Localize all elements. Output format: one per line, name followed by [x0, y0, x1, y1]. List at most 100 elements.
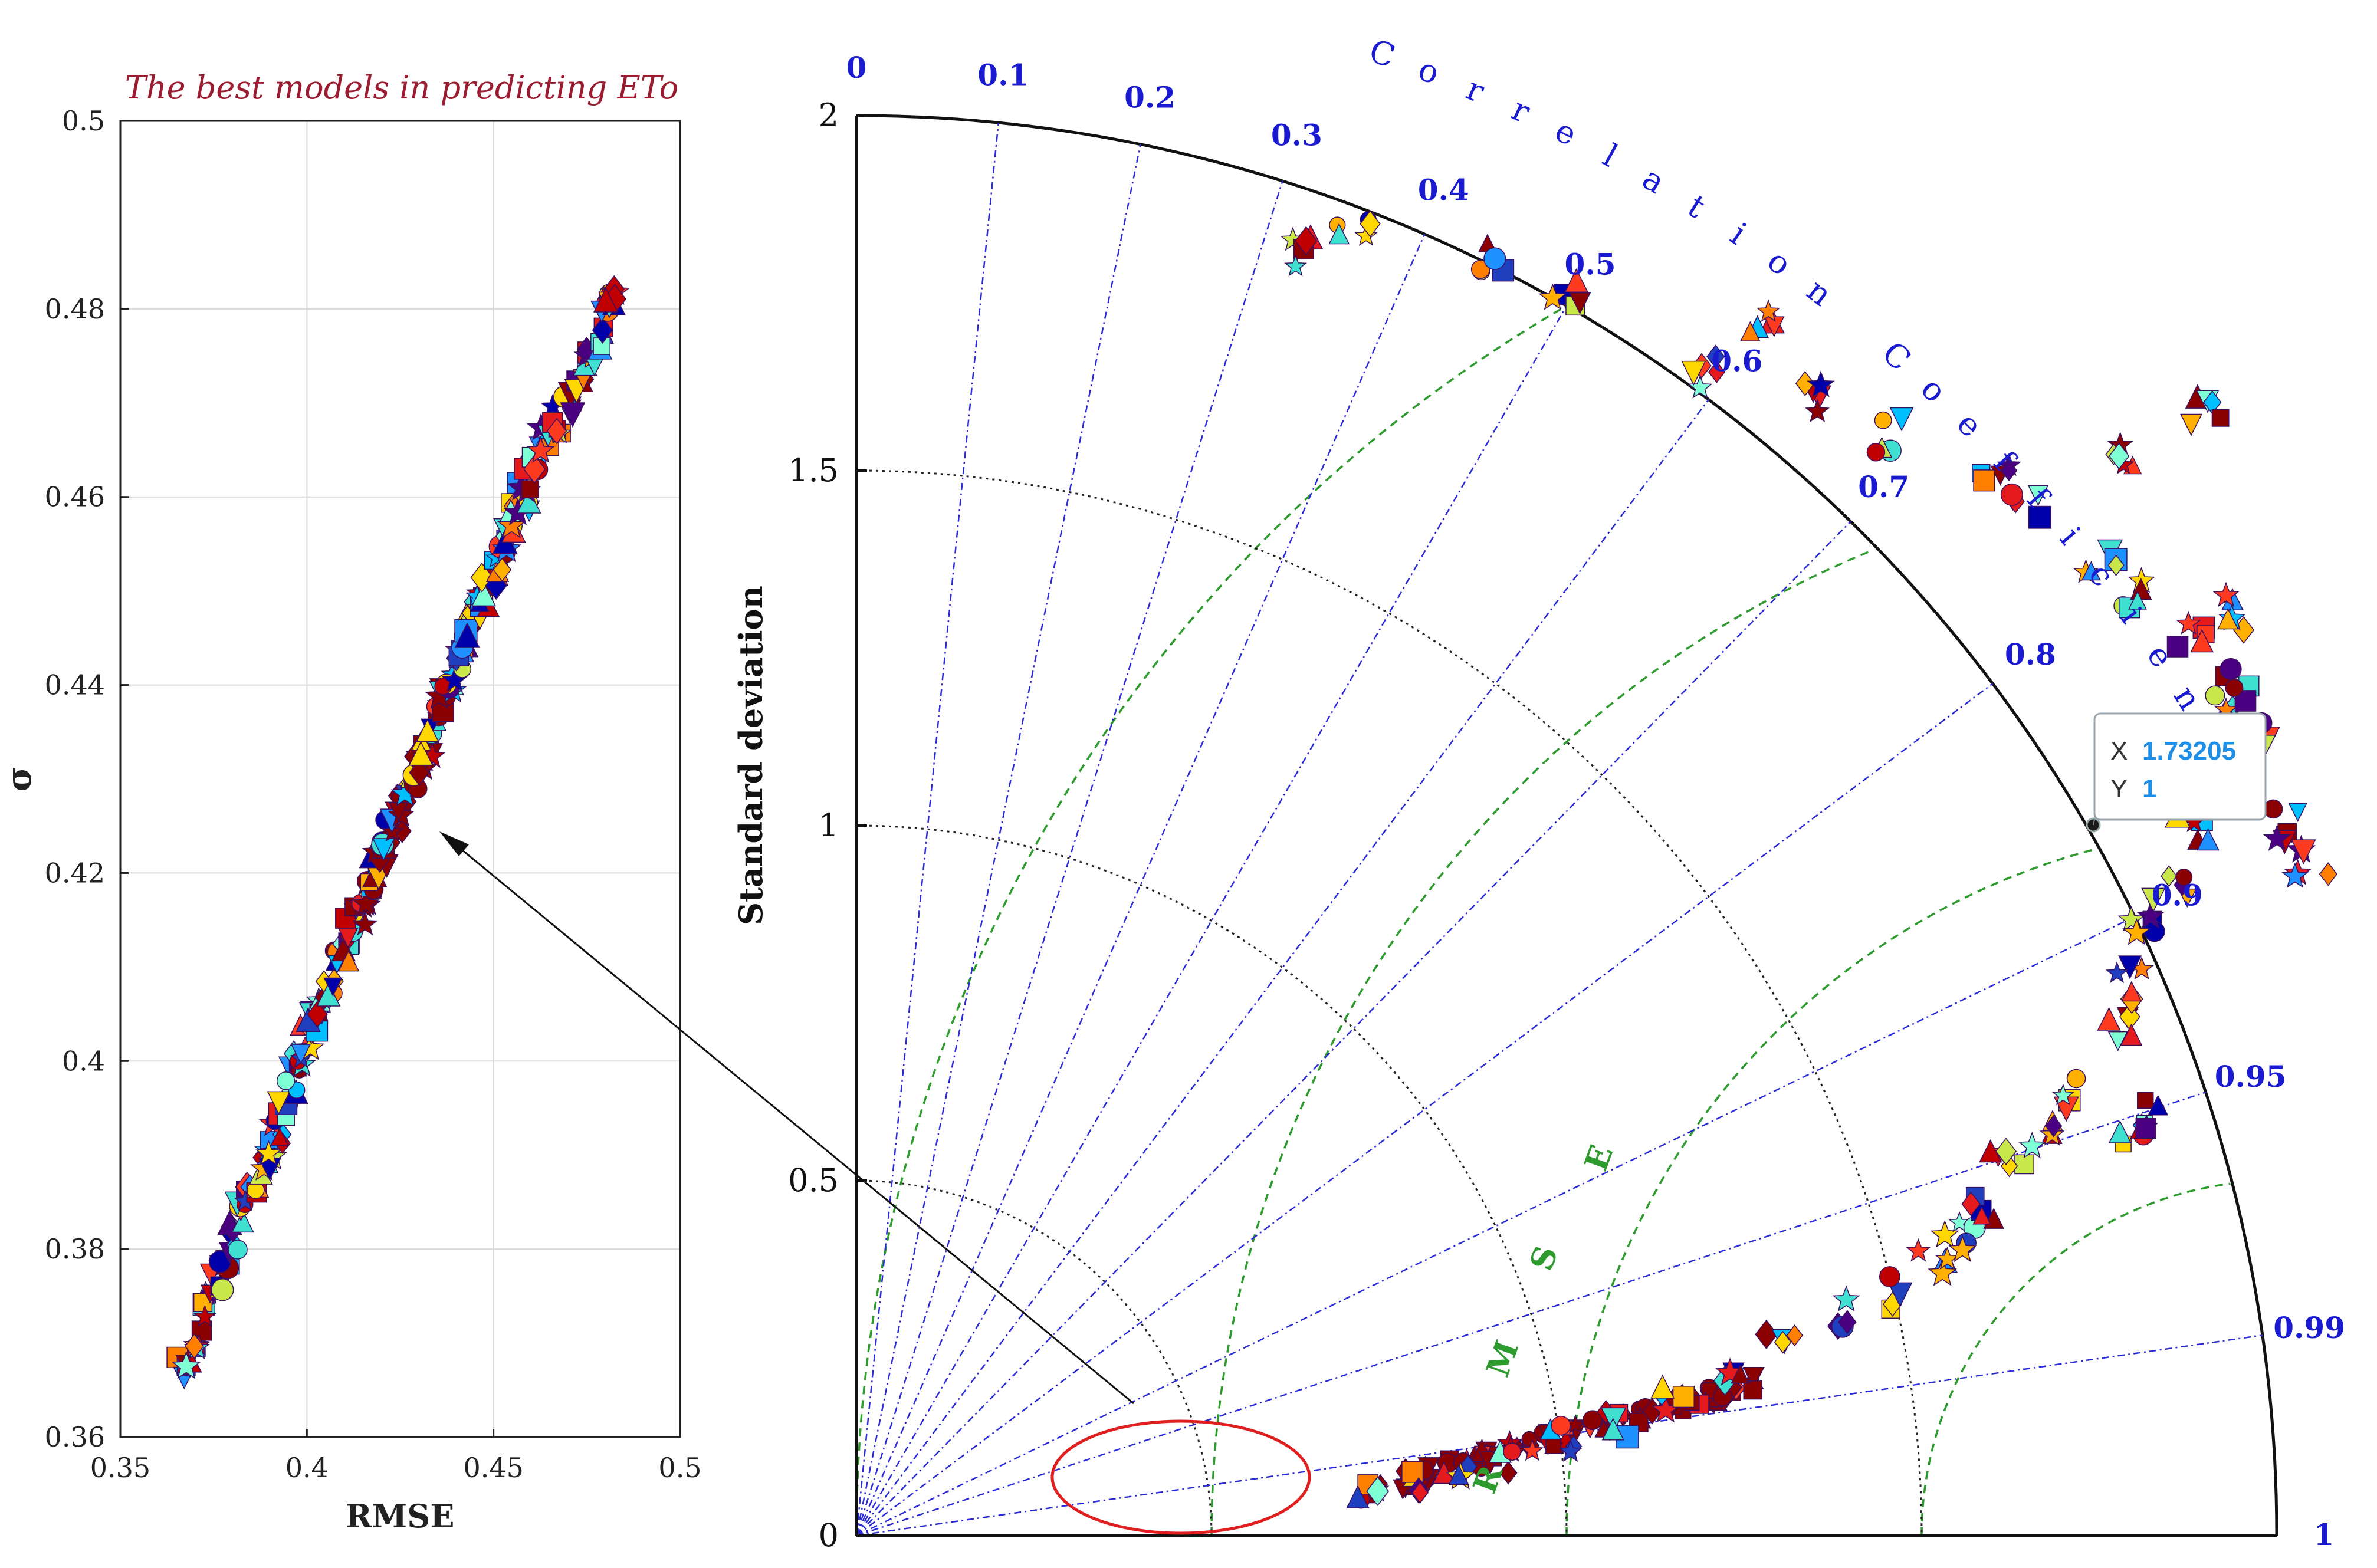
- taylor-point: [1874, 411, 1892, 429]
- left-point: [560, 402, 586, 428]
- left-point: [409, 759, 430, 786]
- left-point: [521, 480, 539, 499]
- left-point: [316, 982, 341, 1007]
- datatip[interactable]: X 1.73205 Y 1: [2086, 712, 2267, 833]
- taylor-point: [2066, 1069, 2086, 1089]
- left-y-tick-label: 0.44: [45, 669, 105, 701]
- left-x-tick-label: 0.35: [90, 1452, 150, 1484]
- correlation-ray: [855, 144, 1141, 1536]
- left-point: [352, 889, 380, 916]
- left-plot-border: [119, 120, 681, 1438]
- taylor-point: [1928, 1258, 1958, 1286]
- correlation-label-letter: n: [1800, 271, 1839, 313]
- left-x-tick-label: 0.5: [658, 1452, 701, 1484]
- taylor-point: [2288, 803, 2307, 822]
- left-point: [231, 1209, 254, 1233]
- rmse-label-letter: S: [1522, 1241, 1565, 1276]
- taylor-diagram-panel: 0.511.52 00.511.52 00.10.20.30.40.50.60.…: [439, 32, 2345, 1554]
- taylor-point: [1972, 1206, 1991, 1225]
- taylor-point: [1832, 1285, 1860, 1312]
- correlation-ray: [856, 1334, 2263, 1537]
- left-gridlines: [120, 120, 681, 1438]
- taylor-point: [2000, 459, 2018, 482]
- taylor-points: [1280, 210, 2337, 1509]
- taylor-point: [1601, 1418, 1624, 1441]
- taylor-point: [1961, 1191, 1981, 1217]
- correlation-label-letter: e: [1950, 405, 1989, 445]
- taylor-point: [2205, 685, 2225, 706]
- taylor-point: [2220, 658, 2242, 681]
- taylor-point: [1551, 1415, 1571, 1436]
- taylor-point: [2117, 955, 2142, 979]
- taylor-point: [2166, 636, 2189, 658]
- taylor-point: [1906, 1238, 1931, 1262]
- taylor-point: [1838, 1310, 1857, 1334]
- left-point: [592, 316, 613, 344]
- taylor-point: [1470, 259, 1490, 279]
- left-point: [307, 1000, 328, 1028]
- taylor-point: [1681, 360, 1706, 386]
- correlation-label-letter: r: [1506, 90, 1536, 130]
- left-point: [454, 622, 480, 648]
- taylor-point: [1295, 226, 1318, 256]
- left-y-ticks: 0.36 0.38 0.4 0.42 0.44 0.46 0.48 0.5: [45, 105, 129, 1453]
- taylor-point: [2225, 679, 2244, 697]
- taylor-point: [2107, 1031, 2128, 1051]
- taylor-point: [1786, 1324, 1803, 1347]
- left-y-tick-label: 0.36: [45, 1421, 105, 1453]
- taylor-point: [2197, 827, 2220, 851]
- correlation-label-letter: C: [1364, 32, 1400, 75]
- std-axis-label: Standard deviation: [732, 586, 770, 925]
- left-point: [211, 1278, 234, 1301]
- left-point: [193, 1304, 217, 1327]
- taylor-point: [2121, 981, 2142, 1002]
- std-tick-labels: 0 0.5 1 1.5 2: [788, 97, 867, 1554]
- taylor-point: [1499, 1461, 1518, 1485]
- correlation-tick-label: 0: [846, 50, 867, 85]
- taylor-point: [2136, 902, 2165, 929]
- taylor-point: [2212, 581, 2240, 607]
- taylor-point: [2018, 1132, 2046, 1159]
- rmse-label-letter: M: [1479, 1335, 1526, 1381]
- taylor-point: [1545, 1438, 1561, 1454]
- rmse-label-letter: E: [1577, 1140, 1620, 1176]
- left-point: [493, 557, 512, 582]
- left-y-tick-label: 0.48: [45, 293, 105, 325]
- correlation-ray: [856, 399, 1709, 1536]
- taylor-point: [2027, 485, 2049, 507]
- rmse-contour: [1210, 550, 1870, 1536]
- taylor-point: [1411, 1481, 1429, 1504]
- correlation-tick-label: 0.99: [2273, 1310, 2345, 1345]
- correlation-label-letter: o: [1761, 242, 1798, 283]
- taylor-point: [1887, 1282, 1913, 1307]
- correlation-ray: [856, 521, 1851, 1536]
- correlation-label-letter: i: [2053, 520, 2088, 551]
- std-circle: [856, 824, 1568, 1536]
- correlation-tick-label: 0.6: [1711, 344, 1762, 379]
- correlation-tick-label: 0.4: [1418, 173, 1469, 208]
- correlation-label-letter: o: [1413, 50, 1444, 92]
- rmse-contour: [855, 305, 1567, 1536]
- taylor-point: [1948, 1235, 1977, 1263]
- left-point: [228, 1240, 248, 1260]
- taylor-point: [2141, 887, 2166, 913]
- taylor-point: [2190, 629, 2214, 653]
- taylor-point: [2117, 905, 2145, 932]
- left-point: [323, 977, 343, 997]
- taylor-point: [1774, 1330, 1792, 1354]
- taylor-point: [2180, 413, 2202, 436]
- outer-std-arc: [856, 114, 2278, 1536]
- taylor-point: [2217, 607, 2239, 630]
- taylor-point: [2107, 554, 2125, 576]
- correlation-tick-label: 0.9: [2152, 878, 2203, 913]
- taylor-point: [1650, 1374, 1675, 1399]
- std-circles: [856, 114, 2278, 1536]
- correlation-label-letter: C: [1875, 334, 1918, 379]
- left-points: [166, 275, 631, 1390]
- taylor-point: [1558, 1439, 1583, 1462]
- taylor-point: [1360, 210, 1381, 238]
- taylor-point: [2051, 1083, 2075, 1106]
- taylor-point: [1346, 1485, 1370, 1508]
- correlation-label-letter: n: [2166, 679, 2209, 716]
